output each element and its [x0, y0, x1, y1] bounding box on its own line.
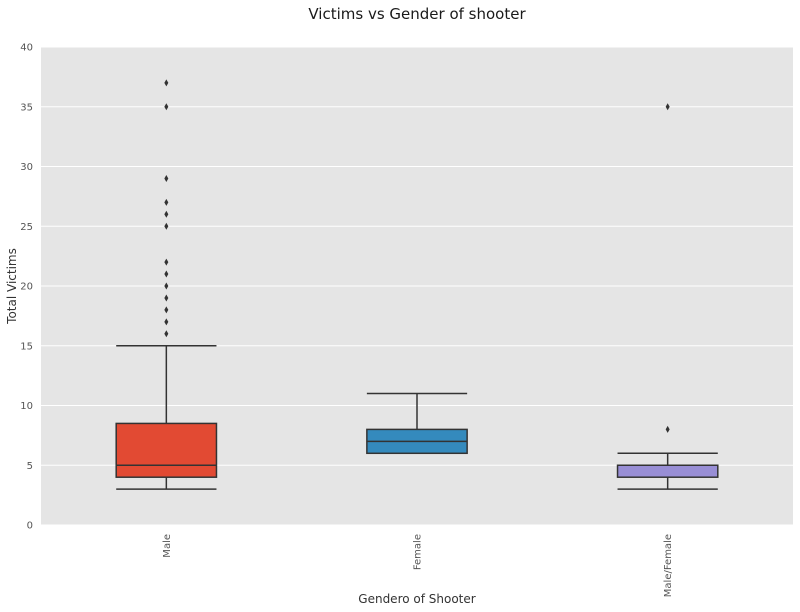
outlier-point [164, 79, 169, 87]
box [115, 422, 218, 478]
outlier-point [164, 330, 169, 338]
outlier-point [665, 425, 670, 433]
outlier-point [164, 306, 169, 314]
outlier-point [164, 222, 169, 230]
x-tick-label: Male [162, 534, 173, 558]
outlier-point [164, 198, 169, 206]
y-axis-title: Total Victims [5, 248, 19, 325]
y-tick-label: 25 [20, 222, 33, 233]
y-tick-label: 20 [20, 282, 33, 293]
outlier-point [164, 318, 169, 326]
box [616, 464, 719, 478]
outlier-point [164, 258, 169, 266]
y-axis-ticks: 0 5 10 15 20 25 30 35 40 [20, 43, 33, 532]
x-tick-label: Female [413, 534, 424, 570]
outlier-point [164, 103, 169, 111]
y-tick-label: 10 [20, 401, 33, 412]
y-tick-label: 15 [20, 341, 33, 352]
outlier-point [164, 174, 169, 182]
chart-title: Victims vs Gender of shooter [308, 5, 526, 23]
y-tick-label: 5 [27, 461, 33, 472]
y-tick-label: 35 [20, 102, 33, 113]
x-tick-label: Male/Female [663, 534, 674, 597]
outlier-point [665, 103, 670, 111]
outlier-point [164, 294, 169, 302]
y-tick-label: 40 [20, 43, 33, 54]
boxes [115, 79, 719, 490]
box-group-male-female [616, 103, 719, 490]
y-tick-label: 0 [27, 521, 33, 532]
box-group-male [115, 79, 218, 490]
outlier-point [164, 270, 169, 278]
outlier-point [164, 282, 169, 290]
box-group-female [366, 392, 468, 455]
y-tick-label: 30 [20, 162, 33, 173]
x-axis-ticks: Male Female Male/Female [162, 534, 674, 597]
x-axis-title: Gendero of Shooter [358, 592, 475, 606]
outlier-point [164, 210, 169, 218]
